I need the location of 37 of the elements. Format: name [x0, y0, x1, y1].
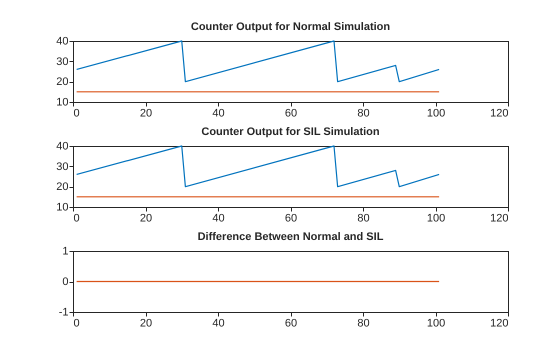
x-tick-label: 20 — [140, 212, 152, 224]
x-tick-label: 80 — [357, 318, 370, 330]
x-tick-label: 100 — [426, 108, 446, 120]
y-tick-label: 10 — [56, 202, 68, 214]
y-tick-label: 40 — [56, 140, 68, 152]
x-tick-label: 0 — [74, 108, 80, 120]
y-tick-label: 20 — [56, 181, 68, 194]
x-tick-label: 60 — [284, 108, 298, 120]
x-tick-label: 40 — [212, 108, 225, 120]
y-tick-label: -1 — [58, 306, 68, 318]
x-tick-label: 0 — [74, 212, 80, 224]
y-tick-label: 40 — [56, 36, 68, 48]
y-tick-label: 30 — [56, 160, 68, 173]
x-tick-label: 40 — [212, 318, 225, 330]
chart-title: Counter Output for Normal Simulation — [190, 21, 390, 33]
y-tick-label: 30 — [56, 56, 68, 68]
x-tick-label: 60 — [284, 212, 298, 224]
x-tick-label: 120 — [490, 212, 508, 224]
x-tick-label: 80 — [357, 108, 370, 120]
x-tick-label: 0 — [74, 318, 80, 330]
line-series — [76, 40, 440, 82]
chart-title: Difference Between Normal and SIL — [198, 231, 384, 243]
y-tick-label: 10 — [56, 96, 68, 108]
x-tick-label: 100 — [426, 318, 446, 330]
x-tick-label: 20 — [140, 318, 152, 330]
y-tick-label: 20 — [56, 76, 68, 88]
x-tick-label: 120 — [490, 108, 508, 120]
x-tick-label: 100 — [426, 212, 446, 224]
y-tick-label: 1 — [62, 246, 68, 258]
chart-title: Counter Output for SIL Simulation — [201, 126, 380, 138]
x-tick-label: 120 — [490, 318, 508, 330]
x-tick-label: 20 — [140, 108, 152, 120]
x-tick-label: 60 — [284, 318, 298, 330]
line-series — [76, 145, 440, 188]
y-tick-label: 0 — [62, 276, 68, 288]
x-tick-label: 80 — [357, 212, 370, 224]
x-tick-label: 40 — [212, 212, 225, 224]
